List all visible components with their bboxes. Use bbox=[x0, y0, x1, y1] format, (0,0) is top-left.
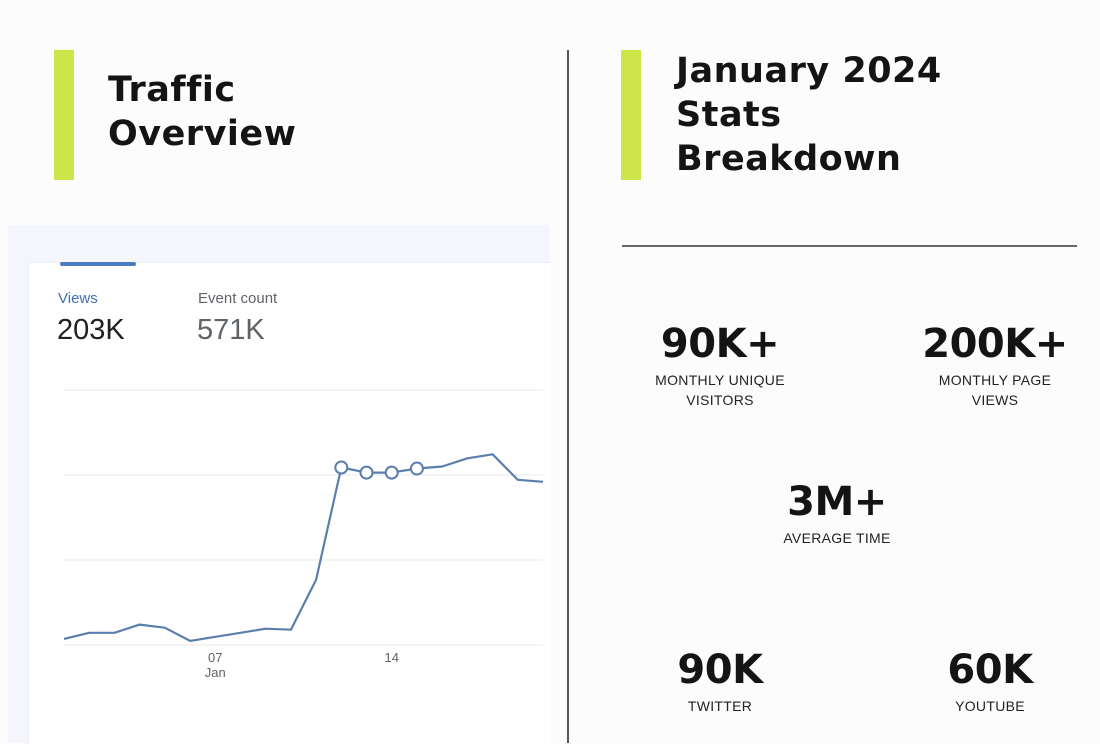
stat-label-line: TWITTER bbox=[687, 698, 753, 714]
stat-label-line: MONTHLY PAGE bbox=[938, 372, 1052, 388]
stats-breakdown-title: January 2024 Stats Breakdown bbox=[676, 49, 942, 181]
title-line: Stats bbox=[676, 95, 782, 135]
stat-label: TWITTER bbox=[640, 696, 800, 716]
x-tick-label: 07 bbox=[208, 650, 222, 665]
right-accent-bar bbox=[621, 50, 641, 180]
left-accent-bar bbox=[54, 50, 74, 180]
chart-card bbox=[28, 262, 551, 744]
views-series-line bbox=[63, 453, 544, 642]
horizontal-divider bbox=[622, 245, 1077, 247]
title-line: Breakdown bbox=[676, 139, 902, 179]
data-point[interactable] bbox=[334, 460, 349, 475]
stat-value: 90K bbox=[677, 647, 763, 693]
vertical-divider bbox=[567, 50, 569, 743]
stat-label: MONTHLY PAGE VIEWS bbox=[915, 370, 1075, 410]
data-point[interactable] bbox=[359, 465, 374, 480]
x-tick-label: 14 bbox=[385, 650, 399, 665]
stat-youtube: 60K YOUTUBE bbox=[910, 648, 1070, 716]
stat-label-line: VIEWS bbox=[971, 392, 1019, 408]
stat-value: 200K+ bbox=[922, 321, 1068, 367]
stat-label-line: YOUTUBE bbox=[955, 698, 1025, 714]
traffic-overview-title: Traffic Overview bbox=[108, 68, 296, 156]
stat-monthly-unique-visitors: 90K+ MONTHLY UNIQUE VISITORS bbox=[640, 322, 800, 410]
data-point[interactable] bbox=[384, 465, 399, 480]
event-count-metric-tab[interactable]: Event count bbox=[198, 290, 278, 307]
stat-label-line: VISITORS bbox=[686, 392, 754, 408]
title-line: Overview bbox=[108, 114, 297, 154]
stat-label: MONTHLY UNIQUE VISITORS bbox=[640, 370, 800, 410]
stat-label: YOUTUBE bbox=[910, 696, 1070, 716]
stat-twitter: 90K TWITTER bbox=[640, 648, 800, 716]
stat-label: AVERAGE TIME bbox=[757, 528, 917, 548]
stat-monthly-page-views: 200K+ MONTHLY PAGE VIEWS bbox=[915, 322, 1075, 410]
x-tick-sublabel: Jan bbox=[205, 665, 226, 680]
stat-value: 3M+ bbox=[787, 479, 887, 525]
stat-value: 60K bbox=[947, 647, 1033, 693]
views-metric-value: 203K bbox=[57, 314, 125, 346]
title-line: January 2024 bbox=[676, 51, 942, 91]
stat-average-time: 3M+ AVERAGE TIME bbox=[757, 480, 917, 548]
stat-value: 90K+ bbox=[660, 321, 780, 367]
views-metric-tab[interactable]: Views bbox=[58, 290, 98, 307]
data-point[interactable] bbox=[409, 461, 424, 476]
event-count-metric-value: 571K bbox=[197, 314, 265, 346]
title-line: Traffic bbox=[108, 70, 236, 110]
views-tab-indicator bbox=[60, 262, 136, 266]
stat-label-line: MONTHLY UNIQUE bbox=[655, 372, 785, 388]
stat-label-line: AVERAGE TIME bbox=[783, 530, 891, 546]
